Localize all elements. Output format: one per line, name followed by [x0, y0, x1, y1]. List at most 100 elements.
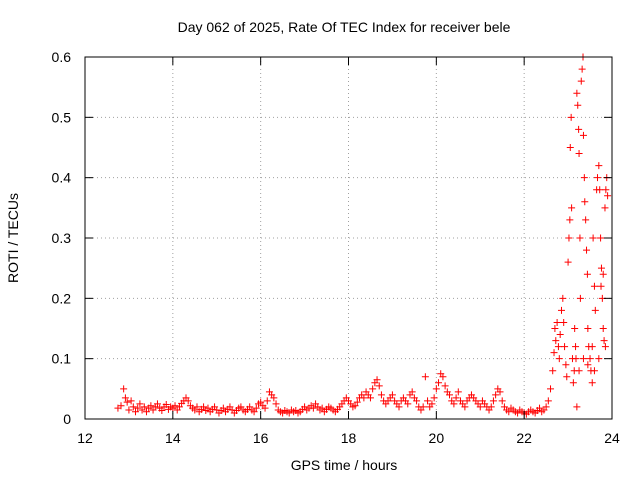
data-point	[419, 403, 427, 411]
data-point	[430, 394, 438, 402]
data-point	[581, 198, 589, 206]
data-point	[601, 204, 609, 212]
data-point	[132, 408, 140, 416]
data-point	[604, 192, 612, 200]
data-point	[600, 337, 608, 345]
data-point	[136, 400, 144, 408]
data-point	[572, 355, 580, 363]
data-point	[566, 216, 574, 224]
data-point	[487, 403, 495, 411]
data-point	[579, 355, 587, 363]
data-point	[193, 403, 201, 411]
x-axis-title: GPS time / hours	[291, 457, 398, 473]
data-point	[492, 391, 500, 399]
data-point	[572, 343, 580, 351]
x-tick-label: 16	[253, 430, 269, 446]
data-point	[309, 404, 317, 412]
data-point	[360, 394, 368, 402]
data-point	[162, 401, 170, 409]
data-point	[318, 404, 326, 412]
data-point	[153, 400, 161, 408]
data-point	[125, 406, 133, 414]
x-tick-label: 18	[341, 430, 357, 446]
data-point	[580, 174, 588, 182]
y-tick-label: 0.6	[52, 49, 72, 65]
data-point	[263, 397, 271, 405]
data-point	[450, 400, 458, 408]
data-point	[550, 349, 558, 357]
y-tick-label: 0.2	[52, 290, 72, 306]
data-point	[594, 174, 602, 182]
data-point	[561, 343, 569, 351]
y-tick-label: 0.4	[52, 170, 72, 186]
data-point	[454, 388, 462, 396]
data-point	[395, 403, 403, 411]
data-point	[424, 397, 432, 405]
data-point	[579, 131, 587, 139]
x-tick-label: 22	[516, 430, 532, 446]
data-point	[597, 234, 605, 242]
data-point	[564, 258, 572, 266]
data-point	[505, 408, 513, 416]
x-tick-label: 24	[604, 430, 620, 446]
data-point	[586, 355, 594, 363]
data-point	[590, 282, 598, 290]
data-point	[175, 403, 183, 411]
data-point	[583, 270, 591, 278]
data-point	[408, 388, 416, 396]
data-point	[257, 398, 265, 406]
y-axis-title: ROTI / TECUs	[5, 193, 21, 283]
data-point	[544, 397, 552, 405]
data-point	[134, 404, 142, 412]
y-tick-label: 0	[63, 411, 71, 427]
x-tick-label: 14	[165, 430, 181, 446]
x-tick-label: 20	[429, 430, 445, 446]
data-point	[555, 355, 563, 363]
data-point	[171, 402, 179, 410]
data-point	[549, 367, 557, 375]
data-point	[404, 400, 412, 408]
data-point	[562, 361, 570, 369]
data-point	[120, 385, 128, 393]
data-point	[559, 294, 567, 302]
data-point	[553, 318, 561, 326]
data-point	[158, 407, 166, 415]
data-point	[542, 403, 550, 411]
data-point	[366, 394, 374, 402]
data-point	[476, 403, 484, 411]
plot-frame	[84, 56, 613, 420]
data-point	[560, 318, 568, 326]
data-point	[547, 385, 555, 393]
data-point	[557, 306, 565, 314]
data-point	[127, 397, 135, 405]
data-point	[498, 397, 506, 405]
data-point	[421, 373, 429, 381]
data-point	[536, 404, 544, 412]
data-point	[568, 204, 576, 212]
data-point	[261, 404, 269, 412]
data-point	[129, 403, 137, 411]
data-point	[351, 402, 359, 410]
tick-labels: 12 14 16 18 20 22 24 0 0.1 0.2 0.3 0.4 0.5 0.6	[52, 49, 620, 446]
data-point	[413, 397, 421, 405]
data-point	[595, 162, 603, 170]
data-point	[375, 382, 383, 390]
data-point	[441, 382, 449, 390]
data-point	[571, 325, 579, 332]
data-point	[554, 343, 562, 351]
chart-title: Day 062 of 2025, Rate Of TEC Index for r…	[178, 19, 511, 35]
data-point	[584, 361, 592, 369]
data-point	[597, 264, 605, 272]
data-point	[200, 403, 208, 411]
data-point	[439, 373, 447, 381]
data-point	[584, 325, 592, 332]
data-markers	[114, 53, 612, 418]
data-point	[250, 408, 258, 416]
data-point	[582, 216, 590, 224]
data-point	[556, 331, 564, 339]
data-point	[452, 394, 460, 402]
y-tick-label: 0.5	[52, 109, 72, 125]
data-point	[140, 403, 148, 411]
data-point	[252, 404, 260, 412]
data-point	[589, 234, 597, 242]
